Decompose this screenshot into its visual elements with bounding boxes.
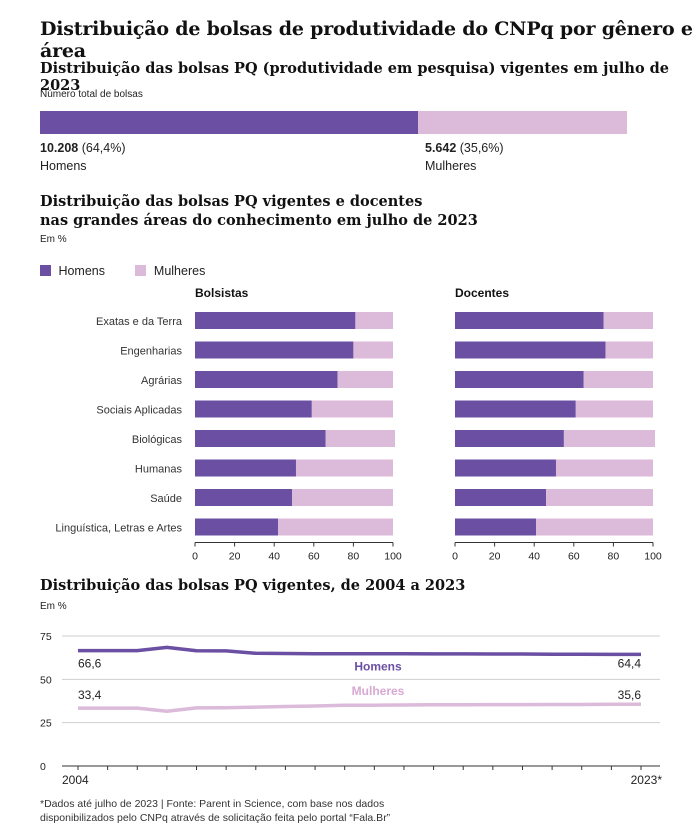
y-tick-label: 0 [40, 761, 46, 773]
panel-title-bolsistas: Bolsistas [195, 286, 249, 300]
category-label: Exatas e da Terra [96, 316, 183, 328]
men-total-number: 10.208 [40, 141, 79, 155]
end-label-men: 64,4 [618, 657, 642, 671]
bar-men-bolsistas [195, 371, 338, 388]
bar-men-docentes [455, 341, 606, 359]
bar-men-docentes [455, 459, 556, 477]
bar-men-bolsistas [195, 312, 356, 329]
y-tick-label: 75 [40, 631, 52, 643]
women-total-value: 5.642 (35,6%) [425, 141, 504, 155]
start-label-men: 66,6 [78, 657, 102, 671]
line-chart-unit: Em % [40, 601, 67, 612]
footnote-line2: disponibilizados pelo CNPq através de so… [40, 812, 391, 824]
bar-women-bolsistas [292, 489, 393, 506]
x-tick-label: 2004 [62, 773, 89, 787]
section3-title: Distribuição das bolsas PQ vigentes, de … [40, 577, 466, 594]
bar-men-docentes [455, 400, 576, 418]
line-chart: Em % 0 25 50 75 2004 2023* 66,6 33,4 64,4 35,6 Home… [40, 601, 663, 787]
bar-women-docentes [575, 400, 653, 418]
footnote-line1: *Dados até julho de 2023 | Fonte: Parent… [40, 798, 385, 810]
category-label: Humanas [135, 464, 183, 476]
x-tick-label: 20 [489, 551, 501, 563]
bar-women-docentes [536, 518, 653, 536]
section2-title-line2: nas grandes áreas do conhecimento em jul… [40, 212, 478, 229]
bar-women-docentes [563, 430, 655, 447]
bar-women-bolsistas [311, 400, 393, 418]
women-total-number: 5.642 [425, 141, 457, 155]
bar-women-bolsistas [355, 312, 393, 329]
x-tick-label: 0 [192, 551, 198, 563]
x-tick-label: 40 [268, 551, 280, 563]
category-label: Biológicas [132, 434, 183, 446]
bar-women-bolsistas [278, 518, 393, 536]
category-label: Agrárias [141, 375, 182, 387]
section2-unit: Em % [40, 234, 67, 245]
x-tick-label: 40 [528, 551, 540, 563]
women-total-label: Mulheres [425, 159, 477, 173]
panel-title-docentes: Docentes [455, 286, 509, 300]
section2-title: Distribuição das bolsas PQ vigentes e do… [40, 192, 478, 230]
x-tick-label: 80 [348, 551, 360, 563]
bar-women-bolsistas [325, 430, 395, 447]
bar-men-bolsistas [195, 430, 326, 447]
x-tick-label: 100 [384, 551, 402, 563]
bar-men-bolsistas [195, 341, 354, 359]
bar-women-docentes [603, 312, 653, 329]
bar-women-docentes [555, 459, 653, 477]
legend: Homens Mulheres [40, 262, 205, 280]
legend-women-label: Mulheres [153, 264, 206, 278]
footnote: *Dados até julho de 2023 | Fonte: Parent… [40, 797, 390, 825]
end-label-women: 35,6 [618, 688, 642, 702]
bar-women-bolsistas [295, 459, 393, 477]
series-label-homens: Homens [354, 660, 402, 674]
x-tick-label: 0 [452, 551, 458, 563]
bar-men-docentes [455, 430, 564, 447]
series-line-homens [78, 645, 641, 657]
men-total-pct: (64,4%) [81, 141, 126, 155]
bar-women-docentes [605, 341, 653, 359]
bar-men-docentes [455, 312, 604, 329]
total-bar-men [40, 111, 419, 134]
men-total-value: 10.208 (64,4%) [40, 141, 126, 155]
legend-men-swatch [40, 265, 51, 276]
series-label-mulheres: Mulheres [352, 684, 405, 698]
bar-women-bolsistas [337, 371, 393, 388]
men-total-label: Homens [40, 159, 87, 173]
category-label: Sociais Aplicadas [96, 405, 182, 417]
page-title: Distribuição de bolsas de produtividade … [40, 18, 693, 62]
bar-men-docentes [455, 489, 547, 506]
legend-men-label: Homens [58, 264, 105, 278]
category-label: Engenharias [120, 346, 182, 358]
total-bar [40, 111, 627, 134]
legend-women-swatch [135, 265, 147, 276]
y-tick-label: 25 [40, 718, 52, 730]
section1-title: Distribuição das bolsas PQ (produtividad… [40, 60, 670, 94]
category-label: Saúde [150, 493, 182, 505]
area-charts: Bolsistas Exatas e da Terra Engenharias Agr… [55, 286, 662, 563]
women-total-pct: (35,6%) [459, 141, 504, 155]
section2-title-line1: Distribuição das bolsas PQ vigentes e do… [40, 193, 423, 210]
bar-men-bolsistas [195, 518, 279, 536]
bar-men-bolsistas [195, 400, 312, 418]
section1-subtitle: Número total de bolsas [40, 89, 143, 100]
bar-women-bolsistas [353, 341, 393, 359]
bar-men-docentes [455, 518, 537, 536]
x-tick-label: 60 [568, 551, 580, 563]
x-tick-label: 100 [644, 551, 662, 563]
bar-men-bolsistas [195, 459, 296, 477]
y-tick-label: 50 [40, 674, 52, 686]
x-tick-label: 60 [308, 551, 320, 563]
series-line-mulheres [78, 702, 641, 713]
start-label-women: 33,4 [78, 688, 102, 702]
x-tick-label: 80 [608, 551, 620, 563]
x-tick-label: 20 [229, 551, 241, 563]
total-bar-women [418, 111, 627, 134]
bar-men-docentes [455, 371, 584, 388]
x-tick-label: 2023* [631, 773, 663, 787]
bar-women-docentes [583, 371, 653, 388]
category-label: Linguística, Letras e Artes [55, 523, 182, 535]
bar-men-bolsistas [195, 489, 293, 506]
bar-women-docentes [546, 489, 653, 506]
